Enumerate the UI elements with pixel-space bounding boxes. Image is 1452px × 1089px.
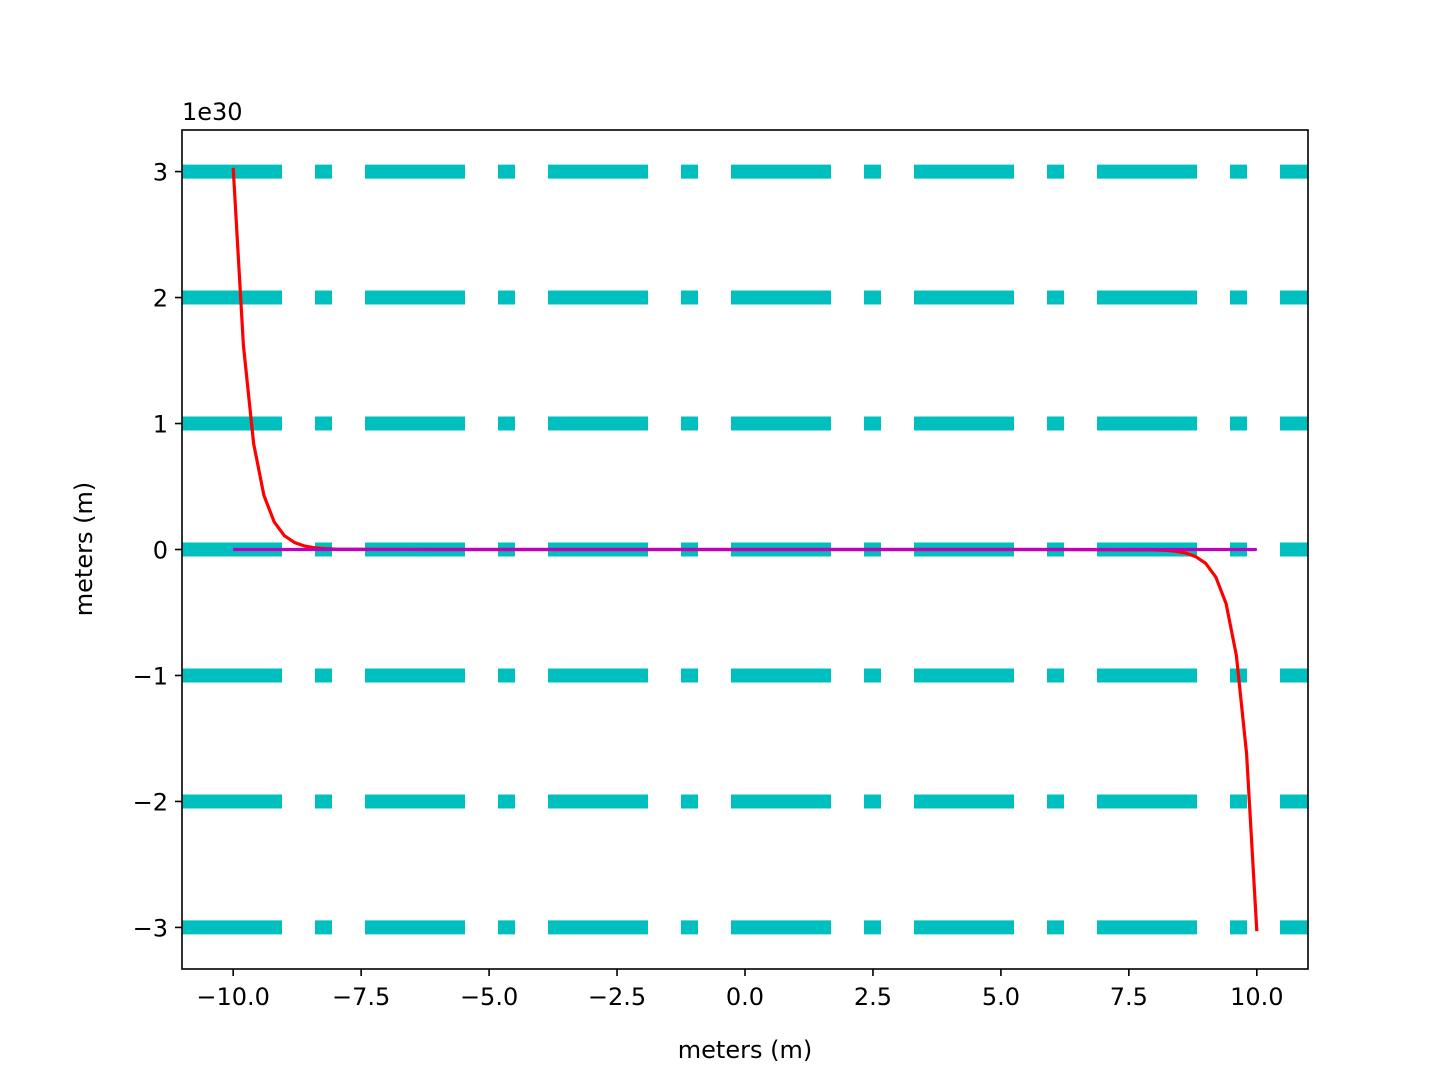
x-axis-title: meters (m) bbox=[678, 1036, 812, 1064]
x-axis-ticks: −10.0 −7.5 −5.0 −2.5 0.0 2.5 5.0 7.5 10.0 bbox=[196, 969, 1284, 1011]
x-tick-label: 2.5 bbox=[854, 983, 892, 1011]
y-axis-title: meters (m) bbox=[70, 482, 98, 616]
x-tick-label: −7.5 bbox=[332, 983, 390, 1011]
y-tick-label: −1 bbox=[133, 662, 168, 690]
x-tick-label: −10.0 bbox=[196, 983, 270, 1011]
x-tick-label: 10.0 bbox=[1230, 983, 1283, 1011]
y-tick-label: −3 bbox=[133, 914, 168, 942]
y-tick-label: 0 bbox=[153, 537, 168, 565]
y-tick-label: 2 bbox=[153, 285, 168, 313]
y-axis-ticks: −3 −2 −1 0 1 2 3 bbox=[133, 159, 182, 942]
x-tick-label: 0.0 bbox=[726, 983, 764, 1011]
x-tick-label: 5.0 bbox=[982, 983, 1020, 1011]
y-tick-label: −2 bbox=[133, 788, 168, 816]
x-tick-label: −5.0 bbox=[460, 983, 518, 1011]
y-offset-text: 1e30 bbox=[182, 98, 243, 126]
x-tick-label: 7.5 bbox=[1110, 983, 1148, 1011]
y-tick-label: 3 bbox=[153, 159, 168, 187]
series-lines bbox=[231, 167, 1259, 932]
x-tick-label: −2.5 bbox=[588, 983, 646, 1011]
y-tick-label: 1 bbox=[153, 411, 168, 439]
